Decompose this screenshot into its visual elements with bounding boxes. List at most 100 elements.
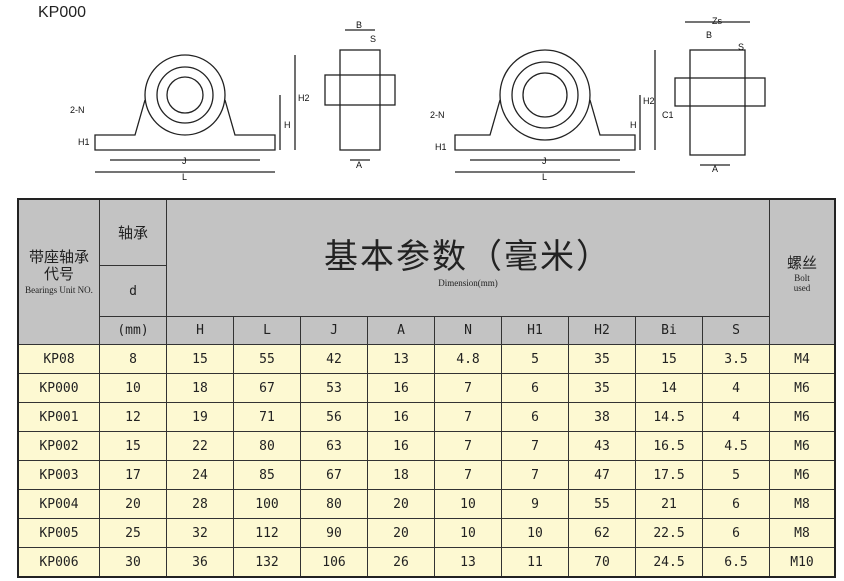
label-h1: H1 [435, 142, 447, 152]
label-h2: H2 [298, 93, 310, 103]
table-cell: 35 [568, 344, 636, 374]
table-cell: 16 [367, 402, 435, 432]
table-cell: 20 [367, 518, 435, 548]
label-h: H [630, 120, 637, 130]
table-cell: 6.5 [702, 547, 770, 578]
table-cell: 4.5 [702, 431, 770, 461]
table-cell: KP004 [17, 489, 100, 519]
table-cell: 4 [702, 402, 770, 432]
table-cell: M6 [769, 373, 836, 403]
table-cell: 21 [635, 489, 703, 519]
table-cell: 3.5 [702, 344, 770, 374]
table-cell: 38 [568, 402, 636, 432]
page-title: KP000 [38, 4, 87, 21]
mm-header: (mm) [99, 316, 167, 345]
bearing-header: 轴承 [99, 198, 167, 266]
table-cell: 20 [99, 489, 167, 519]
table-cell: 132 [233, 547, 301, 578]
table-cell: 85 [233, 460, 301, 490]
table-cell: 36 [166, 547, 234, 578]
table-cell: 56 [300, 402, 368, 432]
label-l: L [182, 172, 187, 182]
column-header: N [434, 316, 502, 345]
label-2n: 2-N [430, 110, 445, 120]
dimension-header: 基本参数（毫米） Dimension(mm) [166, 198, 770, 317]
table-cell: KP003 [17, 460, 100, 490]
table-cell: 13 [367, 344, 435, 374]
table-cell: 63 [300, 431, 368, 461]
table-cell: 26 [367, 547, 435, 578]
label-j: J [542, 156, 547, 166]
label-h1: H1 [78, 137, 90, 147]
table-cell: 28 [166, 489, 234, 519]
table-cell: 7 [434, 373, 502, 403]
table-cell: 8 [99, 344, 167, 374]
table-cell: M10 [769, 547, 836, 578]
table-cell: 7 [501, 460, 569, 490]
label-h: H [284, 120, 291, 130]
table-cell: 30 [99, 547, 167, 578]
table-cell: M6 [769, 460, 836, 490]
table-cell: 42 [300, 344, 368, 374]
table-cell: 12 [99, 402, 167, 432]
column-header: A [367, 316, 435, 345]
table-cell: M8 [769, 518, 836, 548]
table-cell: 22 [166, 431, 234, 461]
table-cell: 35 [568, 373, 636, 403]
label-a: A [712, 164, 718, 174]
table-cell: 55 [568, 489, 636, 519]
table-cell: 53 [300, 373, 368, 403]
table-cell: 80 [233, 431, 301, 461]
label-h2: H2 [643, 96, 655, 106]
table-cell: 24.5 [635, 547, 703, 578]
table-cell: 17 [99, 460, 167, 490]
d-header: d [99, 265, 167, 317]
table-cell: 10 [434, 489, 502, 519]
table-cell: 16 [367, 373, 435, 403]
table-cell: 47 [568, 460, 636, 490]
table-cell: 10 [501, 518, 569, 548]
table-cell: KP002 [17, 431, 100, 461]
table-cell: 19 [166, 402, 234, 432]
table-row: KP002 15 22 80 63 16 7 7 43 16.5 4.5 M6 [17, 431, 836, 461]
table-cell: 32 [166, 518, 234, 548]
pillow-block-front-view-1 [94, 54, 296, 173]
table-cell: 10 [434, 518, 502, 548]
table-cell: KP005 [17, 518, 100, 548]
table-cell: 13 [434, 547, 502, 578]
table-cell: 4.8 [434, 344, 502, 374]
table-row: KP006 30 36 132 106 26 13 11 70 24.5 6.5 M10 [17, 547, 836, 578]
table-cell: 43 [568, 431, 636, 461]
table-cell: 16 [367, 431, 435, 461]
pillow-block-side-view-1 [324, 29, 396, 161]
table-cell: 15 [166, 344, 234, 374]
table-row: KP001 12 19 71 56 16 7 6 38 14.5 4 M6 [17, 402, 836, 432]
pillow-block-front-view-2 [454, 49, 656, 173]
table-cell: 17.5 [635, 460, 703, 490]
table-cell: 100 [233, 489, 301, 519]
table-cell: 10 [99, 373, 167, 403]
table-row: KP005 25 32 112 90 20 10 10 62 22.5 6 M8 [17, 518, 836, 548]
table-cell: 106 [300, 547, 368, 578]
table-row: KP000 10 18 67 53 16 7 6 35 14 4 M6 [17, 373, 836, 403]
column-header: H2 [568, 316, 636, 345]
column-header: J [300, 316, 368, 345]
table-cell: 9 [501, 489, 569, 519]
table-row: KP003 17 24 85 67 18 7 7 47 17.5 5 M6 [17, 460, 836, 490]
label-s: S [370, 34, 376, 44]
label-j: J [182, 156, 187, 166]
table-cell: 14 [635, 373, 703, 403]
table-cell: 70 [568, 547, 636, 578]
table-cell: 67 [233, 373, 301, 403]
table-cell: 6 [501, 402, 569, 432]
table-cell: M6 [769, 431, 836, 461]
label-zs: Zs [712, 16, 722, 26]
table-cell: 16.5 [635, 431, 703, 461]
table-cell: 22.5 [635, 518, 703, 548]
column-header: L [233, 316, 301, 345]
table-cell: 62 [568, 518, 636, 548]
column-header: S [702, 316, 770, 345]
table-cell: KP000 [17, 373, 100, 403]
table-cell: 7 [501, 431, 569, 461]
column-header: H1 [501, 316, 569, 345]
